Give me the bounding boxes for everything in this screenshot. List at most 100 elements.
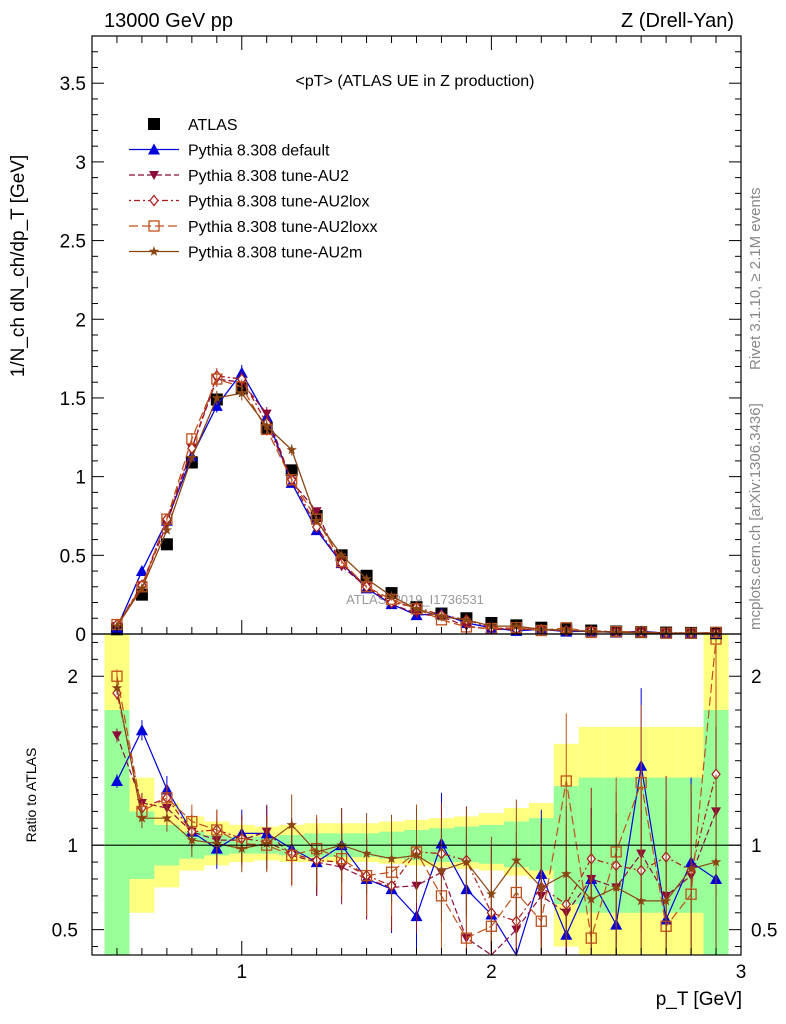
ratio-point-au2m [685, 863, 697, 874]
ratio-point-au2m [611, 881, 622, 892]
data-point-au2loxx [360, 581, 373, 593]
ratio-point-au2loxx [161, 792, 173, 804]
ratio-point-au2loxx [560, 775, 572, 787]
legend-label-au2: Pythia 8.308 tune-AU2 [188, 168, 349, 185]
ratio-point-default [135, 724, 148, 736]
ratio-band-green [104, 710, 130, 955]
data-point-au2m [236, 387, 247, 398]
legend-marker-atlas [148, 118, 160, 130]
data-point-au2 [311, 507, 322, 517]
ratio-y-tick-label-right: 0.5 [751, 921, 777, 942]
header-process: Z (Drell-Yan) [621, 10, 734, 32]
ratio-point-au2m [511, 854, 522, 865]
main-y-tick-label: 2.5 [60, 232, 86, 253]
ratio-point-au2m [411, 849, 422, 860]
x-tick-label: 3 [736, 962, 747, 983]
main-y-tick-label: 2 [75, 310, 86, 331]
ratio-point-au2m [261, 838, 272, 848]
data-point-au2 [261, 409, 272, 419]
main-y-axis-label: 1/N_ch dN_ch/dp_T [GeV] [8, 155, 29, 378]
ratio-point-au2m [486, 888, 497, 899]
ratio-point-au2m [186, 834, 198, 845]
ratio-y-tick-label: 0.5 [52, 921, 78, 942]
data-point-atlas [160, 538, 173, 551]
legend-marker-au2m [148, 246, 160, 256]
legend: ATLAS Pythia 8.308 default Pythia 8.308 tu… [129, 117, 377, 262]
main-y-tick-label: 3 [75, 153, 86, 174]
ratio-point-au2m [586, 893, 597, 904]
data-point-au2m [186, 452, 198, 463]
legend-marker-au2 [149, 171, 159, 180]
data-point-au2m [386, 590, 397, 601]
ratio-point-au2m [710, 856, 722, 867]
main-y-tick-label: 1.5 [60, 389, 86, 410]
data-point-au2m [436, 611, 447, 622]
ratio-point-au2m [361, 848, 372, 859]
data-point-au2m [461, 614, 472, 625]
ratio-point-au2m [386, 853, 397, 864]
data-point-au2m [411, 603, 422, 614]
axes-layer: 0 0.5 1 1.5 2 2.5 3 3.5 0.5 0.5 1 1 2 2 1 2 3 [52, 35, 777, 983]
legend-label-au2m: Pythia 8.308 tune-AU2m [188, 245, 362, 262]
ratio-point-au2m [236, 843, 247, 853]
ratio-y-tick-label: 1 [67, 836, 78, 857]
data-point-au2m [311, 515, 322, 526]
ratio-y-axis-label: Ratio to ATLAS [23, 748, 39, 843]
data-point-au2m [136, 582, 148, 593]
mcplots-reference-label: mcplots.cern.ch [arXiv:1306.3436] [747, 403, 764, 630]
header-collision: 13000 GeV pp [104, 10, 233, 32]
ratio-point-au2m [635, 895, 647, 906]
legend-label-default: Pythia 8.308 default [188, 143, 330, 160]
data-point-au2loxx [161, 513, 173, 525]
main-y-tick-label: 0 [75, 625, 86, 646]
legend-label-atlas: ATLAS [188, 117, 238, 134]
legend-label-au2lox: Pythia 8.308 tune-AU2lox [188, 194, 369, 211]
data-point-au2m [111, 620, 123, 631]
ratio-point-au2m [311, 846, 322, 857]
ratio-point-au2m [161, 812, 173, 823]
data-point-au2m [261, 420, 272, 431]
ratio-y-tick-label-right: 1 [751, 836, 762, 857]
legend-marker-au2loxx [148, 220, 160, 232]
ratio-point-au2loxx [111, 670, 123, 682]
ratio-series-layer [110, 633, 723, 957]
ratio-point-au2m [536, 881, 547, 892]
ratio-point-au2m [211, 838, 222, 848]
ratio-point-au2m [111, 682, 123, 693]
ratio-y-tick-label: 2 [67, 667, 78, 688]
data-point-au2m [511, 620, 522, 631]
ratio-point-au2m [461, 856, 472, 867]
ratio-point-au2loxx [460, 932, 473, 944]
main-chart-title: <pT> (ATLAS UE in Z production) [296, 73, 535, 90]
rivet-version-label: Rivet 3.1.10, ≥ 2.1M events [747, 188, 764, 371]
data-point-au2m [361, 573, 372, 584]
x-axis-label: p_T [GeV] [656, 989, 742, 1010]
ratio-point-au2m [660, 895, 672, 906]
main-y-tick-label: 3.5 [60, 74, 86, 95]
ratio-point-au2m [561, 868, 572, 879]
main-y-tick-label: 0.5 [60, 546, 86, 567]
ratio-point-au2m [136, 812, 148, 823]
x-tick-label: 2 [486, 962, 497, 983]
data-point-au2m [211, 392, 222, 403]
x-tick-label: 1 [236, 962, 247, 983]
data-point-default [210, 399, 223, 411]
data-point-au2loxx [186, 433, 198, 445]
data-point-au2loxx [211, 373, 223, 385]
ratio-point-au2loxx [635, 777, 647, 789]
data-point-au2m [286, 444, 297, 455]
ratio-y-tick-label-right: 2 [751, 667, 762, 688]
main-y-tick-label: 1 [75, 468, 86, 489]
data-point-default [135, 565, 148, 577]
ratio-point-au2 [111, 731, 122, 741]
data-point-au2m [336, 549, 347, 560]
data-point-au2m [161, 524, 173, 535]
ratio-point-au2m [286, 819, 297, 830]
ratio-point-au2m [436, 865, 447, 875]
ratio-point-default [110, 774, 123, 786]
legend-label-au2loxx: Pythia 8.308 tune-AU2loxx [188, 219, 377, 236]
legend-marker-default [148, 143, 160, 155]
data-point-au2loxx [286, 474, 298, 486]
legend-marker-au2lox [149, 194, 159, 207]
